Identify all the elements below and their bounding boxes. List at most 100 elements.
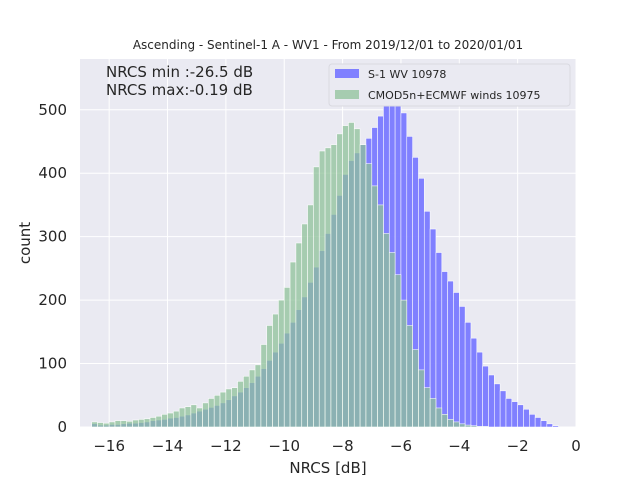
histogram-bar (453, 292, 460, 428)
histogram-bar (447, 419, 454, 428)
legend-swatch-s1-wv (335, 69, 359, 78)
histogram-bar (476, 426, 483, 428)
histogram-bar (406, 325, 413, 428)
histogram-bar (132, 419, 139, 428)
histogram-bar (470, 425, 478, 428)
legend: S-1 WV 10978 CMOD5n+ECMWF winds 10975 (328, 63, 571, 107)
histogram-bar (213, 394, 221, 428)
histogram-bar (476, 351, 483, 428)
x-tick-label: −10 (268, 437, 300, 455)
histogram-bar (138, 419, 145, 428)
histogram-bar (231, 387, 238, 428)
legend-swatch-cmod5n (335, 90, 359, 99)
histogram-bar (202, 402, 209, 428)
histogram-bar (388, 252, 396, 428)
legend-label-cmod5n: CMOD5n+ECMWF winds 10975 (368, 89, 541, 102)
x-axis-ticks: −16 −14 −12 −10 −8 −6 −4 −2 0 (93, 437, 580, 455)
annotation-nrcs-min: NRCS min :-26.5 dB (106, 63, 253, 81)
histogram-bar (225, 388, 233, 428)
histogram-bar (464, 322, 472, 428)
histogram-bar (470, 337, 478, 428)
y-tick-label: 400 (38, 164, 67, 182)
y-tick-label: 500 (38, 101, 67, 119)
histogram-bar (441, 271, 448, 428)
histogram-bar (348, 122, 355, 428)
histogram-bar (103, 422, 110, 428)
histogram-bar (97, 422, 104, 428)
histogram-bar (464, 424, 472, 428)
histogram-bar (412, 349, 419, 428)
histogram-bar (511, 401, 518, 428)
histogram-bar (143, 418, 151, 428)
histogram-bar (435, 407, 443, 428)
histogram-bar (447, 280, 454, 428)
histogram-bar (400, 299, 408, 428)
histogram-bar (260, 344, 268, 428)
histogram-bar (318, 150, 326, 428)
histogram-bar (429, 228, 437, 428)
histogram-bar (429, 398, 437, 428)
histogram-bar (313, 166, 320, 428)
histogram-bar (324, 147, 332, 428)
histogram-bar (353, 128, 361, 428)
x-tick-label: −4 (448, 437, 470, 455)
histogram-bar (190, 404, 198, 428)
histogram-bar (114, 420, 122, 428)
histogram-bar (552, 425, 559, 428)
histogram-bar (108, 421, 116, 428)
histogram-bar (167, 412, 174, 428)
histogram-bar (371, 185, 378, 428)
histogram-bar (453, 421, 460, 428)
histogram-bar (178, 407, 186, 428)
histogram-bar (534, 417, 542, 428)
histogram-bar (243, 375, 250, 428)
histogram-bar (91, 421, 98, 428)
x-tick-label: −6 (390, 437, 412, 455)
histogram-bar (394, 274, 402, 428)
histogram-bar (336, 133, 343, 428)
histogram-bar (289, 261, 297, 428)
histogram-bar (505, 398, 513, 428)
histogram-bar (161, 414, 168, 428)
histogram-bar (523, 408, 530, 428)
histogram-bar (196, 407, 203, 428)
histogram-bar (272, 313, 279, 428)
histogram-bar (283, 287, 291, 428)
histogram-bar (219, 391, 227, 428)
histogram-bar (173, 410, 180, 428)
annotation-nrcs-max: NRCS max:-0.19 dB (106, 81, 253, 99)
histogram-bar (482, 365, 489, 428)
histogram-bar (383, 233, 390, 428)
histogram-bar (488, 374, 495, 428)
x-tick-label: −14 (152, 437, 184, 455)
histogram-bar (330, 144, 338, 428)
histogram-bar (237, 381, 244, 428)
histogram-bar (499, 390, 507, 428)
histogram-bar (365, 163, 373, 428)
x-tick-label: −12 (210, 437, 242, 455)
x-tick-label: −8 (332, 437, 354, 455)
y-axis-label: count (16, 222, 34, 264)
histogram-bar (278, 299, 285, 428)
histogram-bar (458, 423, 466, 428)
histogram-bar (248, 369, 256, 428)
histogram-bar (254, 364, 262, 428)
histogram-bar (529, 414, 536, 428)
histogram-bar (441, 414, 448, 428)
y-tick-label: 0 (57, 418, 67, 436)
histogram-bar (546, 423, 553, 428)
histogram-bar (342, 125, 349, 428)
histogram-bar (494, 383, 501, 428)
histogram-bar (435, 252, 443, 428)
histogram-bar (301, 223, 308, 428)
histogram-bar (155, 415, 162, 428)
y-tick-label: 300 (38, 228, 67, 246)
histogram-bar (266, 325, 273, 428)
histogram-bar (120, 420, 127, 428)
y-tick-label: 200 (38, 291, 67, 309)
histogram-bar (126, 420, 133, 428)
x-tick-label: 0 (571, 437, 581, 455)
histogram-bar (517, 404, 524, 428)
legend-box (328, 63, 571, 107)
